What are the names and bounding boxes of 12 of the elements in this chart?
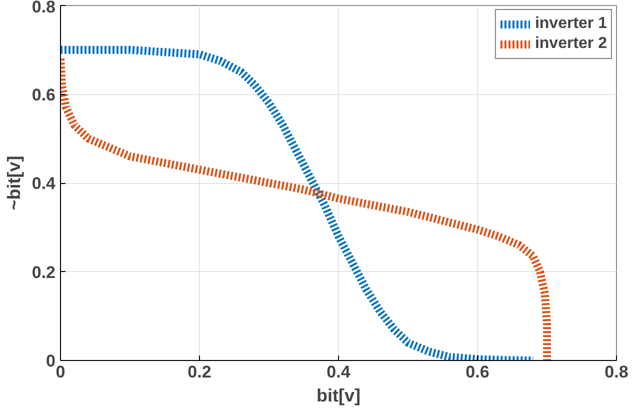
legend-label: inverter 2	[534, 35, 607, 53]
x-tick-label: 0.6	[466, 362, 490, 382]
y-tick-label: 0.8	[32, 0, 56, 16]
y-tick-label: 0.4	[32, 174, 56, 193]
y-tick-label: 0.6	[32, 85, 56, 104]
x-tick-label: 0.4	[326, 362, 351, 382]
y-tick-label: 0.2	[32, 262, 56, 282]
legend-label: inverter 1	[534, 15, 607, 33]
y-axis-title: ~bit[v]	[4, 156, 24, 210]
x-tick-label: 0.2	[188, 362, 212, 382]
x-axis-title: bit[v]	[316, 386, 361, 406]
x-tick-label: 0.8	[604, 362, 628, 382]
